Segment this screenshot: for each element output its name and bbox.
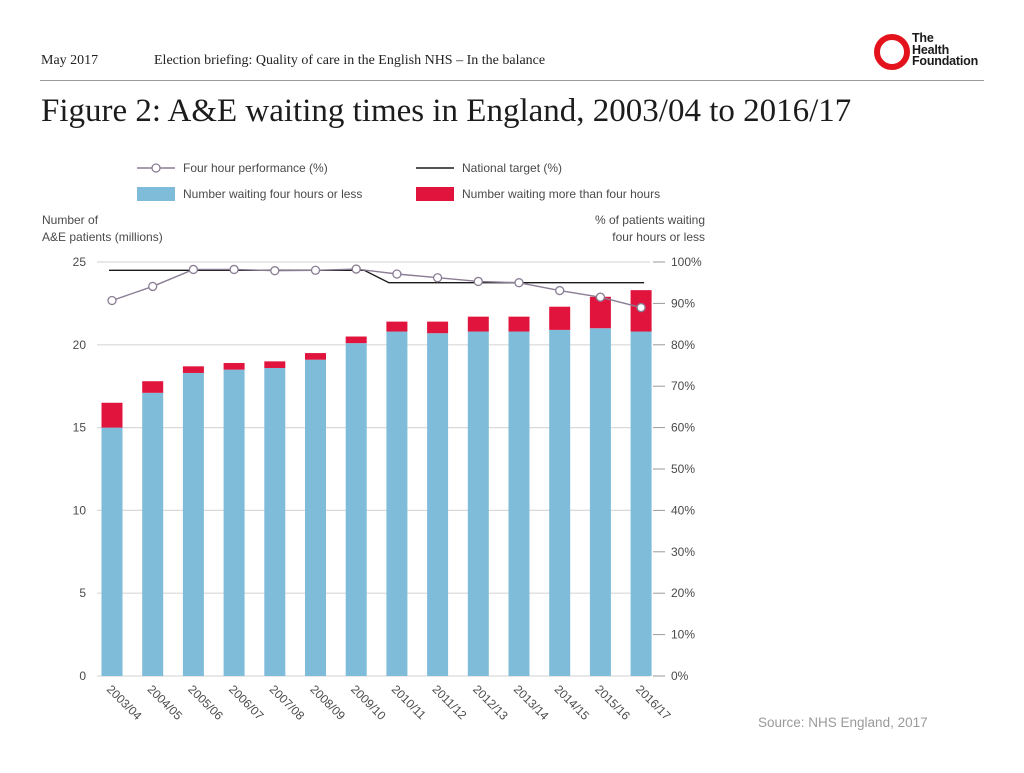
bar-over-2008/09 xyxy=(305,353,326,360)
left-tick-label: 10 xyxy=(73,503,87,517)
left-axis-title-line1: Number of xyxy=(42,213,99,227)
legend-label: Number waiting more than four hours xyxy=(462,187,660,201)
bar-within-2009/10 xyxy=(345,343,367,676)
bar-over-2011/12 xyxy=(427,321,449,334)
legend-within-swatch xyxy=(137,187,175,201)
header-briefing-title: Election briefing: Quality of care in th… xyxy=(154,53,546,68)
bar-within-2006/07 xyxy=(223,369,245,676)
right-tick-label: 70% xyxy=(671,379,695,393)
x-tick-label: 2010/11 xyxy=(389,682,429,722)
legend-performance-marker-icon xyxy=(151,163,161,173)
bar-over-2014/15 xyxy=(549,306,571,330)
bar-within-2008/09 xyxy=(305,359,326,676)
right-tick-label: 30% xyxy=(671,545,695,559)
bar-over-2005/06 xyxy=(182,366,204,373)
performance-point-2005/06 xyxy=(188,264,199,275)
header-date: May 2017 xyxy=(41,53,99,68)
right-tick-label: 100% xyxy=(671,255,702,269)
left-tick-label: 0 xyxy=(79,669,86,683)
x-tick-label: 2007/08 xyxy=(267,682,308,723)
bar-over-2003/04 xyxy=(101,402,123,428)
x-tick-label: 2005/06 xyxy=(185,682,226,723)
performance-point-2014/15 xyxy=(555,285,565,296)
performance-point-2007/08 xyxy=(270,266,280,276)
left-tick-label: 5 xyxy=(79,586,86,600)
right-tick-label: 60% xyxy=(671,421,695,435)
bar-within-2003/04 xyxy=(101,427,123,676)
figure-title: Figure 2: A&E waiting times in England, … xyxy=(41,93,852,129)
bar-over-2015/16 xyxy=(589,296,611,329)
x-tick-label: 2011/12 xyxy=(429,682,469,722)
left-axis-title-line2: A&E patients (millions) xyxy=(42,230,163,244)
bar-within-2016/17 xyxy=(630,331,652,676)
right-tick-label: 10% xyxy=(671,628,695,642)
bar-within-2014/15 xyxy=(549,329,571,676)
bar-over-2004/05 xyxy=(142,381,164,393)
source-note: Source: NHS England, 2017 xyxy=(758,715,928,730)
bar-over-2007/08 xyxy=(264,361,286,368)
logo-wordmark: The Health Foundation xyxy=(912,31,979,68)
right-tick-label: 0% xyxy=(671,669,689,683)
legend-label: Number waiting four hours or less xyxy=(183,187,362,201)
health-foundation-logo: The Health Foundation xyxy=(874,32,986,72)
bar-within-2015/16 xyxy=(589,328,611,676)
x-tick-label: 2006/07 xyxy=(226,682,267,723)
right-tick-label: 40% xyxy=(671,503,695,517)
bar-within-2005/06 xyxy=(182,372,204,676)
bar-over-2012/13 xyxy=(467,316,489,332)
logo-ring-icon xyxy=(874,34,910,70)
performance-line xyxy=(111,268,642,309)
bar-within-2013/14 xyxy=(508,331,530,676)
right-tick-label: 20% xyxy=(671,586,695,600)
bar-within-2007/08 xyxy=(264,367,286,676)
bar-over-2006/07 xyxy=(223,363,245,370)
bar-within-2010/11 xyxy=(386,331,408,676)
x-tick-label: 2013/14 xyxy=(511,682,552,723)
x-tick-label: 2016/17 xyxy=(633,682,674,723)
performance-point-2003/04 xyxy=(107,295,117,306)
national-target-line xyxy=(109,269,645,284)
right-tick-label: 90% xyxy=(671,296,695,310)
performance-point-2012/13 xyxy=(473,276,483,287)
performance-point-2006/07 xyxy=(229,264,239,275)
legend-over-swatch xyxy=(416,187,454,201)
legend-label: Four hour performance (%) xyxy=(183,161,328,175)
header-divider xyxy=(40,80,984,81)
bar-over-2010/11 xyxy=(386,321,408,332)
x-tick-label: 2015/16 xyxy=(592,682,633,723)
performance-point-2010/11 xyxy=(392,269,402,279)
performance-point-2008/09 xyxy=(310,265,321,275)
x-tick-label: 2014/15 xyxy=(552,682,593,723)
right-tick-label: 80% xyxy=(671,338,695,352)
performance-point-2013/14 xyxy=(514,278,524,288)
x-tick-label: 2004/05 xyxy=(145,682,186,723)
x-tick-label: 2012/13 xyxy=(470,682,511,723)
performance-point-2015/16 xyxy=(595,292,606,302)
left-tick-label: 15 xyxy=(73,421,87,435)
bar-over-2013/14 xyxy=(508,316,530,332)
legend-label: National target (%) xyxy=(462,161,562,175)
bar-within-2004/05 xyxy=(142,392,164,676)
bar-within-2012/13 xyxy=(467,331,489,676)
x-tick-label: 2003/04 xyxy=(104,682,145,723)
performance-point-2009/10 xyxy=(351,264,361,274)
x-tick-label: 2009/10 xyxy=(348,682,389,723)
performance-point-2016/17 xyxy=(636,302,646,313)
bar-over-2009/10 xyxy=(345,336,367,344)
right-tick-label: 50% xyxy=(671,462,695,476)
left-tick-label: 25 xyxy=(73,255,87,269)
right-axis-title-line1: % of patients waiting xyxy=(595,213,705,227)
right-axis-title-line2: four hours or less xyxy=(612,230,705,244)
left-tick-label: 20 xyxy=(73,338,87,352)
x-tick-label: 2008/09 xyxy=(307,682,348,723)
bar-within-2011/12 xyxy=(427,333,449,676)
performance-point-2004/05 xyxy=(148,281,158,292)
page-header: May 2017 Election briefing: Quality of c… xyxy=(0,0,1024,82)
performance-point-2011/12 xyxy=(432,273,443,283)
